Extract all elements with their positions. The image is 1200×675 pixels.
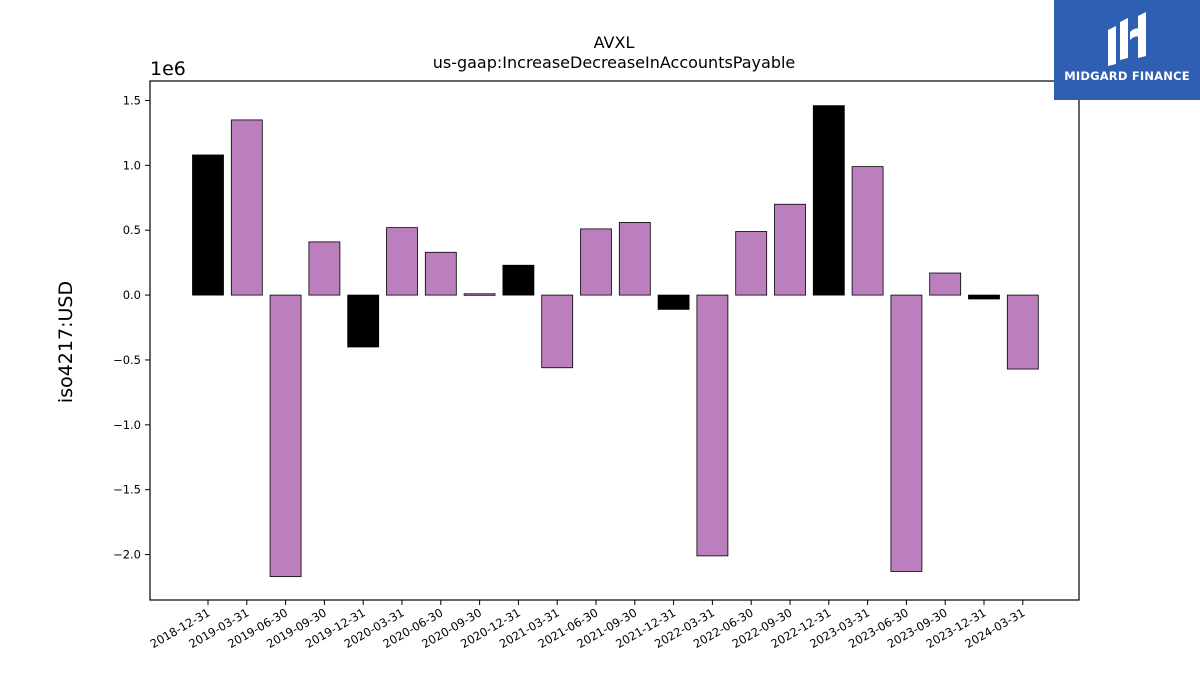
bars-group [192,105,1039,578]
bar-2020-06-30 [424,251,457,296]
y-tick-label: −1.5 [113,483,141,497]
plot-frame [149,80,1080,601]
bar-2020-03-31 [386,227,418,296]
x-axis: 2018-12-312019-03-312019-06-302019-09-30… [148,600,1027,651]
y-multiplier-label: 1e6 [150,58,186,80]
y-tick-label: −1.0 [113,418,141,432]
bar-2021-06-30 [580,228,612,296]
y-tick-label: 0.5 [123,223,141,237]
bar-2019-03-31 [230,119,263,296]
y-tick-label: −2.0 [113,548,141,562]
bar-2023-09-30 [929,272,962,296]
midgard-logo-icon [1108,12,1146,66]
bar-2019-12-31 [347,294,380,348]
chart-subtitle: us-gaap:IncreaseDecreaseInAccountsPayabl… [433,53,796,72]
y-tick-label: 1.0 [123,158,141,172]
chart-title: AVXL [594,33,635,52]
y-axis: 1.5 1.0 0.5 0.0 −0.5 −1.0 −1.5 −2.0 [113,93,150,562]
bar-2020-09-30 [463,293,496,296]
bar-2023-06-30 [890,294,923,572]
bar-2019-09-30 [308,241,341,296]
bar-2018-12-31 [192,154,224,296]
y-tick-label: 1.5 [123,93,141,107]
y-tick-label: −0.5 [113,353,141,367]
bar-2020-12-31 [502,264,535,296]
brand-name: MIDGARD FINANCE [1064,69,1190,83]
bar-2019-06-30 [269,294,302,578]
bar-2024-03-31 [1006,294,1039,370]
bar-2022-03-31 [696,294,729,557]
bar-2021-12-31 [657,294,690,310]
bar-2023-03-31 [851,166,884,296]
bar-2021-09-30 [618,222,651,296]
y-axis-label: iso4217:USD [55,281,77,403]
bar-2022-12-31 [812,105,845,296]
y-tick-label: 0.0 [123,288,141,302]
bar-2022-06-30 [735,231,768,296]
bar-2021-03-31 [541,294,574,369]
bar-2022-09-30 [774,203,806,296]
bar-2023-12-31 [968,294,1000,300]
brand-logo: MIDGARD FINANCE [1054,0,1200,100]
